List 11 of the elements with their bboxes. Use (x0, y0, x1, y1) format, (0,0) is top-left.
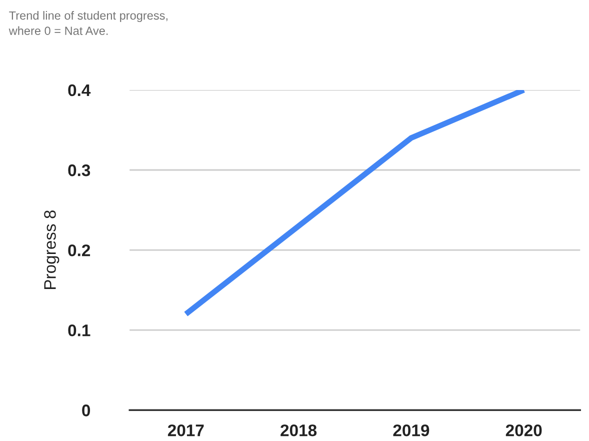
x-tick-label: 2019 (393, 424, 430, 436)
y-tick-label: 0.4 (68, 84, 91, 96)
y-tick-label: 0.1 (68, 324, 90, 336)
y-tick-label: 0.3 (68, 164, 90, 176)
x-tick-label: 2017 (168, 424, 204, 436)
x-tick-label: 2020 (506, 424, 542, 436)
y-tick-label: 0 (82, 404, 90, 416)
y-axis-title: Progress 8 (44, 210, 60, 289)
y-tick-label: 0.2 (68, 244, 90, 256)
x-tick-label: 2018 (280, 424, 317, 436)
chart-title: Trend line of student progress, where 0 = Nat Ave. (8, 11, 168, 35)
